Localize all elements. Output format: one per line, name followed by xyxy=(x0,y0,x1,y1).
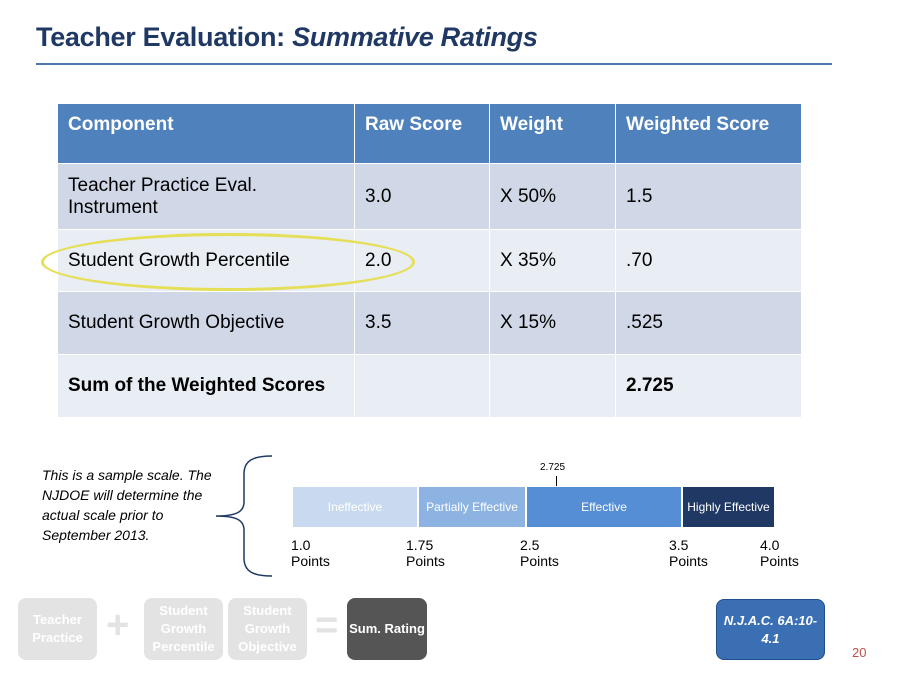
formula-box-student-growth-objective: Student Growth Objective xyxy=(228,598,307,660)
cell-component: Student Growth Objective xyxy=(57,291,355,355)
cell-weighted-score: 2.725 xyxy=(615,354,802,418)
equals-icon: = xyxy=(315,603,339,647)
header-raw-score: Raw Score xyxy=(354,103,490,164)
page-title: Teacher Evaluation: Summative Ratings xyxy=(36,22,538,53)
highlight-ellipse xyxy=(41,233,415,291)
scale-marker-tick xyxy=(556,476,557,486)
cell-weight: X 35% xyxy=(489,229,616,292)
title-italic: Summative Ratings xyxy=(292,22,538,52)
page-number: 20 xyxy=(852,645,867,660)
scale-segment-effective: Effective xyxy=(527,487,681,527)
cell-weighted-score: .70 xyxy=(615,229,802,292)
scale-segment-ineffective: Ineffective xyxy=(293,487,417,527)
scale-point-unit: Points xyxy=(520,553,559,569)
header-component: Component xyxy=(57,103,355,164)
sample-scale-note: This is a sample scale. The NJDOE will d… xyxy=(42,467,212,543)
header-weighted-score: Weighted Score xyxy=(615,103,802,164)
scale-point-unit: Points xyxy=(291,553,330,569)
formula-box-student-growth-percentile: Student Growth Percentile xyxy=(144,598,223,660)
plus-icon: + xyxy=(106,603,130,647)
cell-component: Sum of the Weighted Scores xyxy=(57,354,355,418)
scale-point-value: 1.0 xyxy=(291,537,311,553)
cell-raw-score: 3.5 xyxy=(354,291,490,355)
cell-weighted-score: 1.5 xyxy=(615,163,802,230)
table-row: Teacher Practice Eval. Instrument 3.0 X … xyxy=(57,163,802,230)
cell-weight: X 15% xyxy=(489,291,616,355)
scale-point-unit: Points xyxy=(760,553,799,569)
scale-point: 1.75 Points xyxy=(406,537,445,569)
cell-weight xyxy=(489,354,616,418)
cell-weight: X 50% xyxy=(489,163,616,230)
table-row: Student Growth Objective 3.5 X 15% .525 xyxy=(57,291,802,355)
scale-point-value: 1.75 xyxy=(406,537,434,553)
scale-point: 1.0 Points xyxy=(291,537,330,569)
scale-point-unit: Points xyxy=(669,553,708,569)
scale-point: 2.5 Points xyxy=(520,537,559,569)
title-underline xyxy=(36,63,832,65)
cell-component: Teacher Practice Eval. Instrument xyxy=(57,163,355,230)
formula-box-teacher-practice: Teacher Practice xyxy=(18,598,97,660)
scale-point: 3.5 Points xyxy=(669,537,708,569)
scale-segment-partially-effective: Partially Effective xyxy=(419,487,525,527)
scale-point-value: 4.0 xyxy=(760,537,780,553)
table-sum-row: Sum of the Weighted Scores 2.725 xyxy=(57,354,802,418)
cell-raw-score xyxy=(354,354,490,418)
scale-point-value: 3.5 xyxy=(669,537,689,553)
scale-segment-highly-effective: Highly Effective xyxy=(683,487,774,527)
citation-badge: N.J.A.C. 6A:10-4.1 xyxy=(716,599,825,660)
scale-point-unit: Points xyxy=(406,553,445,569)
scale-marker-value: 2.725 xyxy=(540,462,566,473)
formula-box-sum-rating: Sum. Rating xyxy=(347,598,427,660)
table-header-row: Component Raw Score Weight Weighted Scor… xyxy=(57,103,802,164)
title-main: Teacher Evaluation: xyxy=(36,22,285,52)
curly-brace-icon xyxy=(215,455,273,577)
header-weight: Weight xyxy=(489,103,616,164)
scale-point: 4.0 Points xyxy=(760,537,799,569)
scale-point-value: 2.5 xyxy=(520,537,540,553)
cell-raw-score: 3.0 xyxy=(354,163,490,230)
cell-weighted-score: .525 xyxy=(615,291,802,355)
